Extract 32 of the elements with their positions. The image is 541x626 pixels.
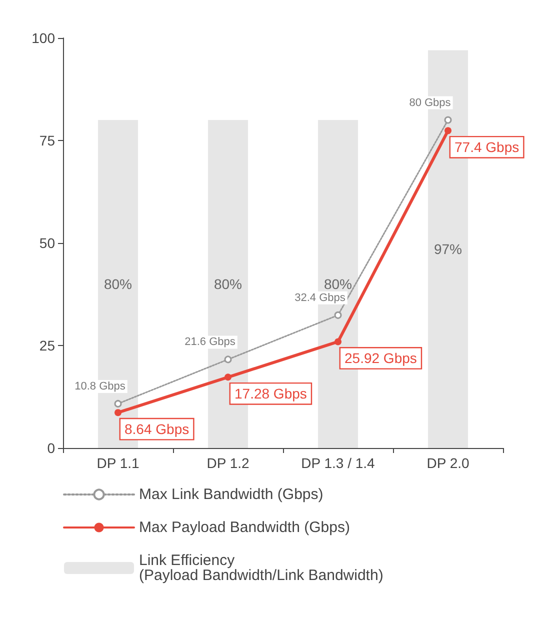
point — [224, 374, 232, 381]
data-label: 10.8 Gbps — [74, 380, 126, 392]
legend-label: Link Efficiency (Payload Bandwidth/Link Bandwidth) — [139, 552, 384, 584]
x-tick-label: DP 1.1 — [96, 455, 140, 471]
data-label: 80% — [214, 276, 242, 292]
x-tick-label: DP 2.0 — [426, 455, 470, 471]
data-label: 80% — [324, 276, 352, 292]
y-tick-label: 100 — [32, 30, 56, 46]
y-tick-label: 50 — [39, 235, 56, 251]
data-label: 8.64 Gbps — [124, 421, 190, 438]
y-tick-label: 25 — [39, 338, 56, 354]
y-tick-label: 0 — [47, 440, 56, 456]
data-label: 21.6 Gbps — [184, 336, 236, 348]
point — [114, 409, 122, 416]
legend-label: Max Link Bandwidth (Gbps) — [139, 486, 324, 503]
x-tick-label: DP 1.2 — [206, 455, 250, 471]
data-label: 32.4 Gbps — [294, 292, 346, 304]
x-tick-label: DP 1.3 / 1.4 — [301, 455, 376, 471]
point — [334, 338, 342, 346]
point — [444, 127, 452, 134]
data-label: 80 Gbps — [409, 96, 452, 109]
data-label: 80% — [104, 276, 132, 292]
point — [114, 400, 122, 408]
data-label: 25.92 Gbps — [344, 350, 417, 366]
data-label: 77.4 Gbps — [454, 139, 520, 156]
point — [444, 116, 452, 124]
data-label: 17.28 Gbps — [234, 386, 307, 402]
data-label: 97% — [434, 241, 462, 258]
point — [334, 311, 342, 319]
y-tick-label: 75 — [39, 132, 56, 148]
legend-label: Max Payload Bandwidth (Gbps) — [139, 519, 350, 536]
point — [224, 356, 232, 364]
